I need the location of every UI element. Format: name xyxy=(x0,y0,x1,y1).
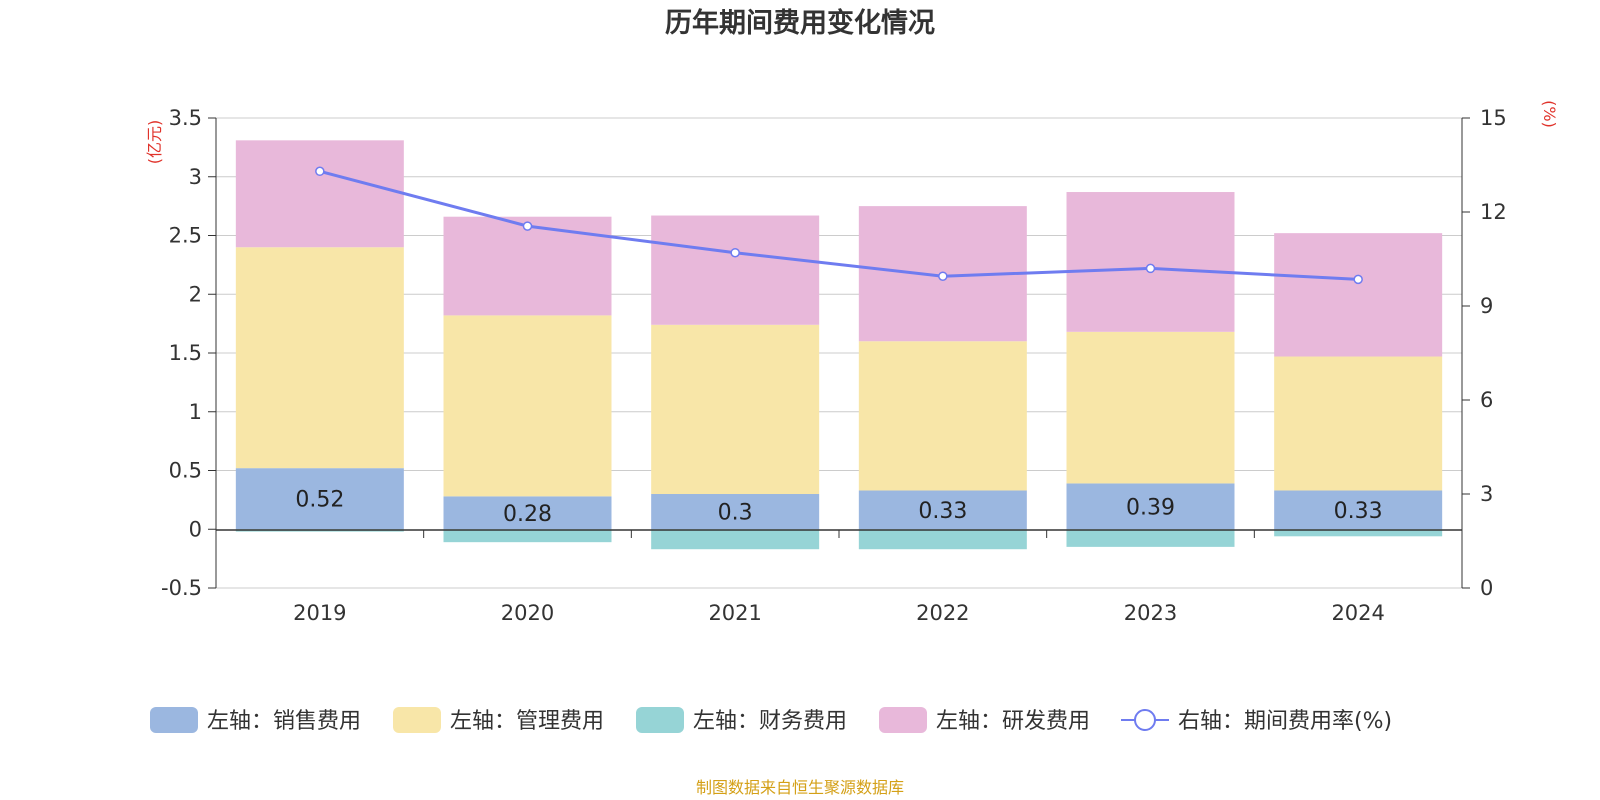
bar-segment xyxy=(1274,490,1443,530)
x-tick-label: 2022 xyxy=(916,601,969,625)
bar-segment xyxy=(443,216,612,316)
rate-point xyxy=(1145,263,1156,274)
bar-data-label: 0.52 xyxy=(295,488,344,513)
right-tick-label: 0 xyxy=(1480,576,1493,600)
legend-label: 左轴：销售费用 xyxy=(207,709,361,734)
bar-segment xyxy=(443,315,612,497)
axis-layer: -0.5 0 0.5 1 1.5 2 2.5 3 3.5 0 3 6 9 12 15 2019 2020 2021… xyxy=(161,106,1507,625)
bar-segment xyxy=(1066,192,1235,332)
bar-data-label: 0.39 xyxy=(1126,495,1175,520)
bar-segment xyxy=(443,496,612,530)
x-tick-label: 2020 xyxy=(501,601,554,625)
bar-data-label: 0.3 xyxy=(718,501,753,526)
chart-title: 历年期间费用变化情况 xyxy=(665,7,935,39)
bar-data-label: 0.28 xyxy=(503,502,552,527)
right-tick-label: 15 xyxy=(1480,106,1507,130)
label-layer: 0.52 0.28 0.3 0.33 0.39 0.33 xyxy=(295,488,1382,527)
left-tick-label: 0 xyxy=(189,517,202,541)
legend-swatch xyxy=(879,707,927,733)
left-tick-label: 3 xyxy=(189,165,202,189)
left-tick-label: 1.5 xyxy=(169,341,202,365)
legend-label: 右轴：期间费用率(%) xyxy=(1178,709,1392,734)
legend-swatch xyxy=(393,707,441,733)
left-axis-unit: (亿元) xyxy=(145,120,164,165)
left-tick-label: 2.5 xyxy=(169,224,202,248)
bar-segment xyxy=(1066,529,1235,547)
bar-segment xyxy=(651,215,820,325)
rate-point xyxy=(730,247,740,258)
right-tick-label: 12 xyxy=(1480,200,1507,224)
rate-point xyxy=(938,271,948,281)
legend-swatch xyxy=(636,707,684,733)
x-tick-label: 2023 xyxy=(1124,601,1177,625)
left-tick-label: 2 xyxy=(189,282,202,306)
left-tick-label: 1 xyxy=(189,400,202,424)
right-tick-label: 6 xyxy=(1480,388,1493,412)
bar-layer xyxy=(235,140,1443,550)
right-tick-label: 3 xyxy=(1480,482,1493,506)
grid-layer xyxy=(216,117,1462,589)
legend: 左轴：销售费用 左轴：管理费用 左轴：财务费用 左轴：研发费用 右轴：期间费用率(%) xyxy=(150,707,1392,734)
x-tick-label: 2021 xyxy=(708,601,761,625)
rate-point xyxy=(1353,274,1363,285)
left-tick-label: -0.5 xyxy=(161,576,202,600)
right-tick-label: 9 xyxy=(1480,294,1493,318)
bar-segment xyxy=(858,341,1027,491)
bar-segment xyxy=(1274,356,1443,491)
bar-segment xyxy=(1066,483,1235,530)
x-tick-label: 2019 xyxy=(293,601,346,625)
line-layer xyxy=(315,166,1363,285)
legend-marker xyxy=(1134,709,1156,731)
bar-segment xyxy=(443,529,612,543)
source-note: 制图数据来自恒生聚源数据库 xyxy=(696,778,904,797)
right-axis-unit: (%) xyxy=(1540,100,1559,128)
legend-label: 左轴：研发费用 xyxy=(936,709,1090,734)
bar-segment xyxy=(651,324,820,494)
bar-segment xyxy=(651,494,820,530)
bar-data-label: 0.33 xyxy=(918,499,967,524)
bar-segment xyxy=(235,468,404,530)
legend-swatch xyxy=(150,707,198,733)
left-tick-label: 0.5 xyxy=(169,459,202,483)
rate-line xyxy=(319,169,1359,281)
bar-segment xyxy=(1274,233,1443,357)
rate-point xyxy=(522,221,533,231)
legend-label: 左轴：管理费用 xyxy=(450,709,604,734)
x-tick-label: 2024 xyxy=(1331,601,1384,625)
bar-segment xyxy=(235,247,404,469)
bar-segment xyxy=(235,140,404,248)
legend-label: 左轴：财务费用 xyxy=(693,709,847,734)
bar-data-label: 0.33 xyxy=(1334,499,1383,524)
left-tick-label: 3.5 xyxy=(169,106,202,130)
bar-segment xyxy=(858,490,1027,530)
bar-segment xyxy=(1274,529,1443,537)
bar-segment xyxy=(858,529,1027,550)
bar-segment xyxy=(1066,331,1235,484)
rate-point xyxy=(315,166,325,177)
bar-segment xyxy=(651,529,820,550)
